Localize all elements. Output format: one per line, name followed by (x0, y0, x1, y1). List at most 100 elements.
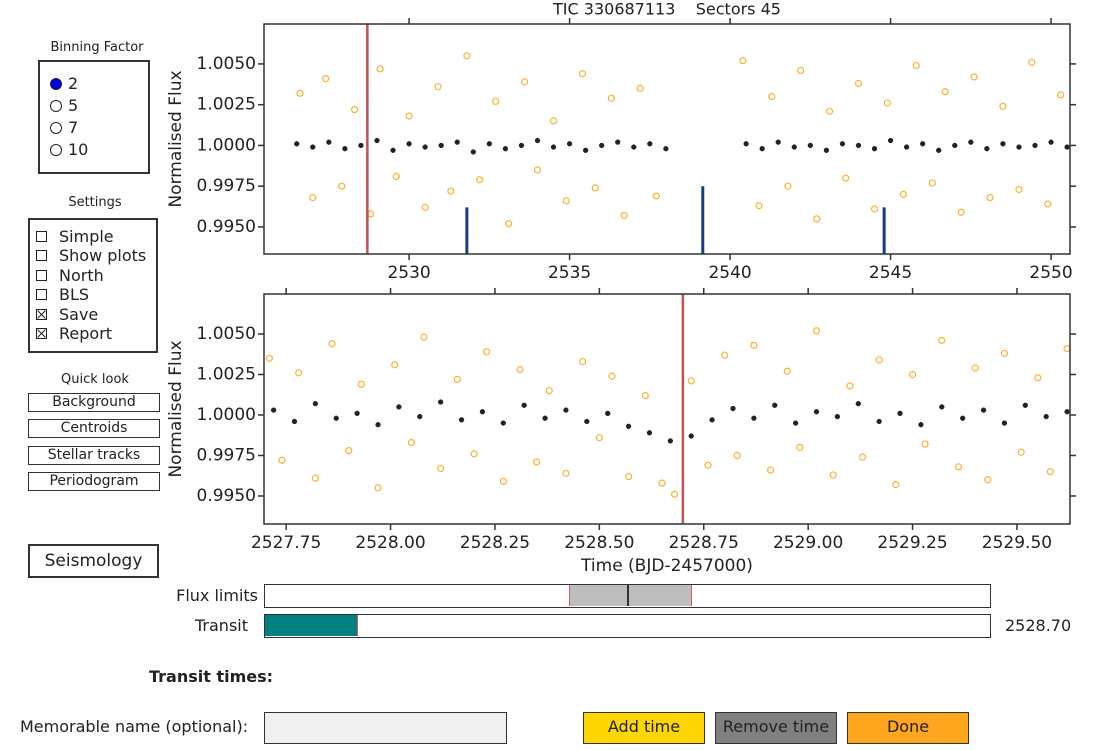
y-tick-label: 0.9975 (197, 176, 256, 196)
radio-option[interactable]: 7 (50, 118, 78, 137)
data-point (310, 144, 316, 150)
checkbox-option[interactable]: BLS (36, 285, 89, 304)
data-point (434, 83, 442, 91)
checkbox[interactable] (36, 328, 47, 339)
data-point (928, 179, 936, 187)
data-point (791, 144, 797, 150)
checkbox-label: North (59, 265, 104, 285)
axes-frame (263, 293, 1071, 525)
binning-title: Binning Factor (50, 40, 144, 55)
data-point (579, 357, 587, 366)
data-point (521, 402, 527, 408)
data-point (605, 410, 611, 417)
quick-look-button[interactable]: Periodogram (28, 471, 160, 491)
data-point (534, 137, 541, 144)
radio-button[interactable] (50, 99, 62, 112)
data-point (759, 146, 765, 152)
flux-limits-slider[interactable] (264, 584, 991, 608)
checkbox-option[interactable]: Show plots (36, 246, 146, 265)
data-point (755, 202, 763, 210)
data-point (595, 434, 603, 442)
x-tick-label: 2535 (548, 263, 591, 283)
transit-times-label: Transit times: (149, 667, 274, 686)
checkbox-option[interactable]: North (36, 266, 104, 285)
checkbox-label: Save (59, 304, 99, 324)
data-point (549, 117, 558, 125)
data-point (667, 438, 673, 444)
radio-label: 2 (68, 74, 79, 93)
data-point (309, 194, 317, 202)
x-tick-label: 2528.25 (460, 533, 530, 553)
data-point (326, 139, 332, 145)
name-input[interactable] (264, 712, 507, 744)
data-point (438, 399, 444, 405)
data-point (407, 438, 416, 447)
checkbox[interactable] (36, 250, 47, 262)
data-point (858, 453, 867, 461)
radio-option[interactable]: 2 (50, 74, 78, 93)
data-point (768, 92, 776, 101)
data-point (470, 149, 476, 155)
data-point (1000, 141, 1006, 147)
data-point (333, 415, 339, 421)
data-point (350, 105, 359, 114)
radio-button[interactable] (50, 77, 62, 90)
data-point (458, 417, 465, 423)
chart-title: TIC 330687113 Sectors 45 (552, 0, 781, 19)
data-point (607, 94, 615, 102)
data-point (834, 413, 841, 420)
data-point (855, 142, 862, 149)
checkbox[interactable] (36, 289, 47, 301)
flux-limits-label: Flux limits (176, 586, 258, 605)
data-point (921, 440, 929, 448)
data-point (376, 65, 384, 73)
checkbox-option[interactable]: Report (36, 324, 112, 343)
transit-slider[interactable] (264, 614, 991, 638)
data-point (1032, 142, 1038, 149)
checkbox-option[interactable]: Save (36, 305, 98, 324)
data-point (1022, 402, 1028, 408)
data-point (1057, 91, 1065, 99)
done-button[interactable]: Done (847, 712, 969, 744)
data-point (1000, 349, 1009, 358)
data-point (1043, 413, 1049, 420)
slider-midline (627, 585, 629, 606)
data-point (854, 79, 863, 88)
data-point (504, 220, 513, 228)
quick-look-button[interactable]: Stellar tracks (28, 445, 160, 465)
data-point (920, 141, 926, 147)
data-point (584, 418, 590, 425)
data-point (328, 340, 336, 348)
quick-look-button[interactable]: Centroids (28, 419, 160, 439)
radio-button[interactable] (50, 143, 62, 156)
data-point (599, 142, 605, 149)
data-point (813, 409, 820, 415)
quick-look-button[interactable]: Background (28, 393, 160, 412)
radio-button[interactable] (50, 121, 62, 134)
remove-time-button[interactable]: Remove time (715, 712, 837, 744)
x-tick-label: 2528.00 (355, 533, 425, 553)
data-point (438, 142, 444, 149)
data-point (721, 351, 729, 359)
data-point (743, 141, 749, 147)
data-point (912, 61, 920, 70)
data-point (620, 211, 628, 220)
seismology-button[interactable]: Seismology (28, 544, 159, 578)
checkbox-option[interactable]: Simple (36, 227, 114, 246)
checkbox[interactable] (36, 269, 47, 281)
y-tick-label: 1.0000 (197, 135, 256, 155)
checkbox[interactable] (36, 308, 47, 320)
data-point (454, 139, 460, 145)
radio-option[interactable]: 5 (50, 96, 78, 115)
data-point (295, 369, 303, 377)
checkbox[interactable] (36, 231, 47, 242)
data-point (772, 402, 778, 408)
x-tick-label: 2550 (1029, 263, 1072, 283)
add-time-button[interactable]: Add time (583, 712, 705, 744)
data-point (542, 415, 548, 421)
data-point (813, 215, 821, 223)
data-point (625, 423, 632, 429)
data-point (357, 380, 365, 388)
radio-option[interactable]: 10 (50, 140, 88, 159)
data-point (941, 88, 949, 96)
